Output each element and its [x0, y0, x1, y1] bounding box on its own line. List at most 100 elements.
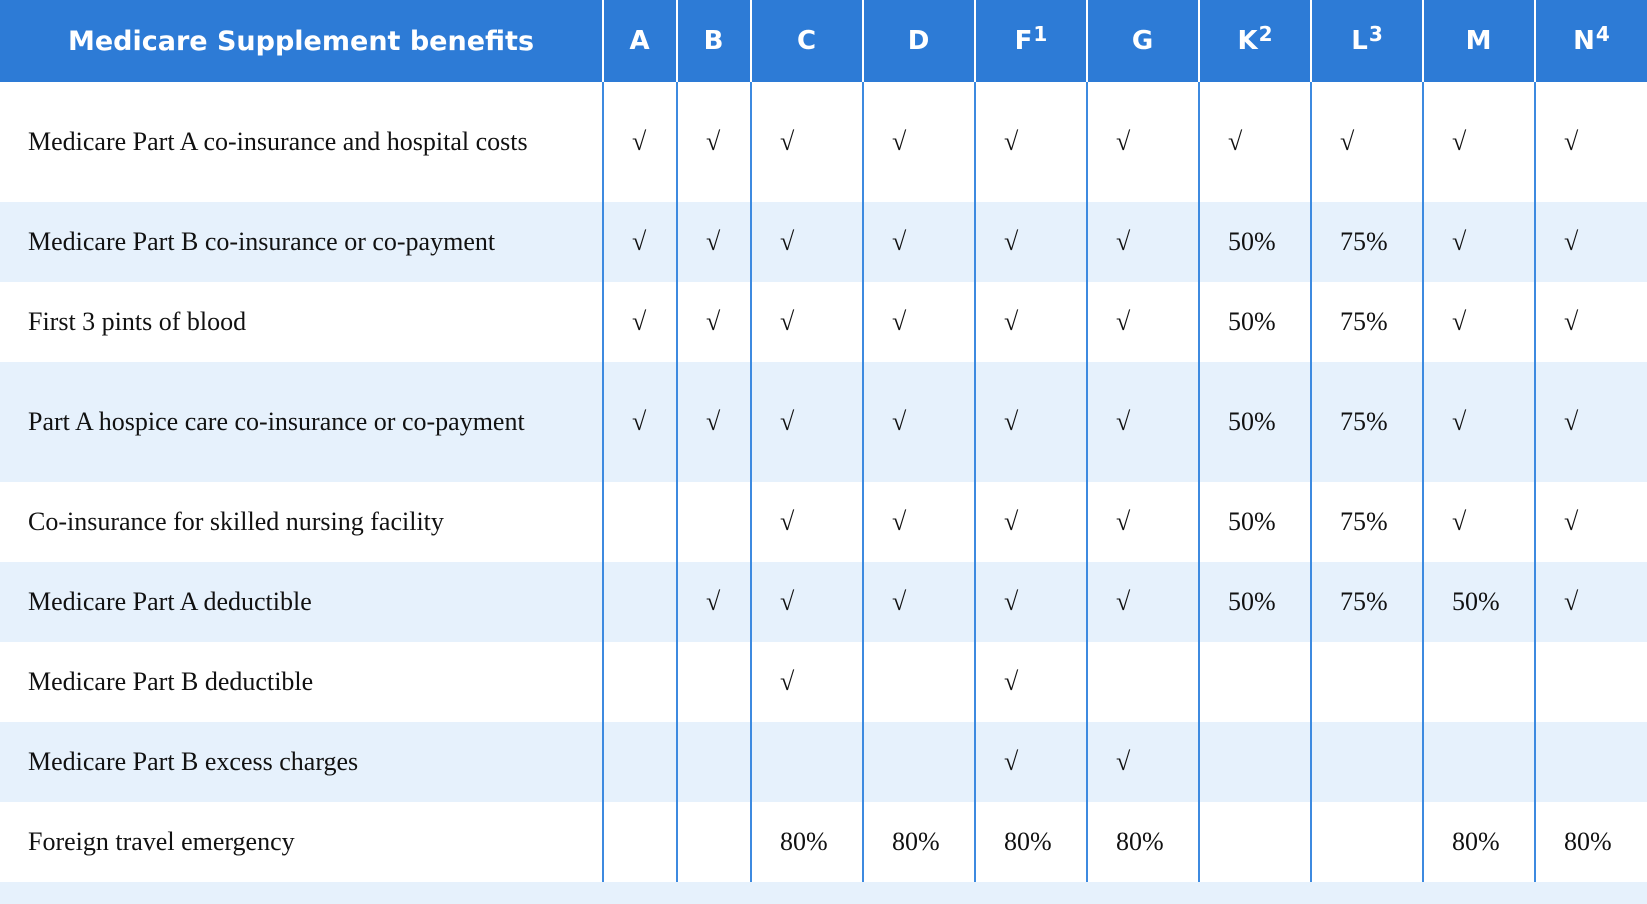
plan-cell-c: 80%	[750, 802, 863, 882]
coverage-value: 50%	[1228, 587, 1276, 616]
plan-cell-k: 50%	[1198, 362, 1311, 482]
coverage-value: 75%	[1340, 507, 1388, 536]
checkmark-icon: √	[780, 127, 795, 156]
checkmark-icon: √	[1116, 127, 1131, 156]
coverage-value: 80%	[1564, 827, 1612, 856]
header-plan-l: L3	[1310, 0, 1423, 82]
plan-cell-f: √	[974, 562, 1087, 642]
plan-cell-f: √	[974, 642, 1087, 722]
plan-cell-g: √	[1086, 82, 1199, 202]
coverage-value: 75%	[1340, 227, 1388, 256]
benefit-label: Medicare Part B deductible	[0, 642, 603, 722]
plan-cell-d: √	[862, 482, 975, 562]
checkmark-icon: √	[892, 227, 907, 256]
plan-cell-a: √	[602, 282, 677, 362]
benefit-label: Medicare Part A co-insurance and hospita…	[0, 82, 603, 202]
table-row: First 3 pints of blood √ √ √ √ √ √ 50% 75% √ √	[0, 282, 1647, 362]
plan-cell-l: 75%	[1310, 362, 1423, 482]
checkmark-icon: √	[892, 407, 907, 436]
header-plan-k: K2	[1198, 0, 1311, 82]
plan-cell-a	[602, 482, 677, 562]
coverage-value: 80%	[1452, 827, 1500, 856]
checkmark-icon: √	[1452, 307, 1467, 336]
table-row: Medicare Part A deductible √ √ √ √ √ 50% 75% 50%…	[0, 562, 1647, 642]
plan-cell-b	[676, 482, 751, 562]
plan-cell-m	[1422, 642, 1535, 722]
checkmark-icon: √	[1004, 507, 1019, 536]
plan-cell-d: √	[862, 282, 975, 362]
checkmark-icon: √	[780, 667, 795, 696]
plan-cell-d	[862, 642, 975, 722]
checkmark-icon: √	[1564, 227, 1579, 256]
plan-cell-m	[1422, 722, 1535, 802]
plan-cell-f: √	[974, 82, 1087, 202]
plan-cell-l: 75%	[1310, 202, 1423, 282]
coverage-value: 80%	[892, 827, 940, 856]
header-plan-f: F1	[974, 0, 1087, 82]
plan-cell-b	[676, 642, 751, 722]
benefit-label: First 3 pints of blood	[0, 282, 603, 362]
plan-cell-g: √	[1086, 562, 1199, 642]
plan-cell-a	[602, 722, 677, 802]
plan-cell-k	[1198, 722, 1311, 802]
checkmark-icon: √	[780, 507, 795, 536]
plan-cell-m: 50%	[1422, 562, 1535, 642]
plan-cell-n: √	[1534, 482, 1647, 562]
checkmark-icon: √	[1116, 407, 1131, 436]
checkmark-icon: √	[632, 127, 647, 156]
plan-cell-n: √	[1534, 82, 1647, 202]
plan-cell-n: √	[1534, 282, 1647, 362]
coverage-value: 80%	[1116, 827, 1164, 856]
plan-cell-f: √	[974, 482, 1087, 562]
checkmark-icon: √	[1116, 507, 1131, 536]
plan-cell-l	[1310, 642, 1423, 722]
plan-cell-b: √	[676, 562, 751, 642]
checkmark-icon: √	[1116, 227, 1131, 256]
coverage-value: 50%	[1452, 587, 1500, 616]
checkmark-icon: √	[892, 587, 907, 616]
table-row: Part A hospice care co-insurance or co-p…	[0, 362, 1647, 482]
coverage-value: 80%	[780, 827, 828, 856]
plan-cell-f: √	[974, 722, 1087, 802]
coverage-value: 75%	[1340, 587, 1388, 616]
plan-cell-b: √	[676, 362, 751, 482]
checkmark-icon: √	[892, 127, 907, 156]
checkmark-icon: √	[1228, 127, 1243, 156]
checkmark-icon: √	[1004, 587, 1019, 616]
plan-cell-b	[676, 802, 751, 882]
checkmark-icon: √	[892, 307, 907, 336]
checkmark-icon: √	[632, 307, 647, 336]
checkmark-icon: √	[1004, 307, 1019, 336]
plan-cell-k: 50%	[1198, 282, 1311, 362]
checkmark-icon: √	[1004, 227, 1019, 256]
plan-cell-k	[1198, 802, 1311, 882]
coverage-value: 50%	[1228, 227, 1276, 256]
plan-cell-n: √	[1534, 202, 1647, 282]
plan-cell-b	[676, 722, 751, 802]
header-plan-d: D	[862, 0, 975, 82]
plan-cell-k: 50%	[1198, 562, 1311, 642]
plan-cell-l	[1310, 722, 1423, 802]
checkmark-icon: √	[632, 227, 647, 256]
table-row: Medicare Part A co-insurance and hospita…	[0, 82, 1647, 202]
plan-cell-g: √	[1086, 722, 1199, 802]
checkmark-icon: √	[780, 407, 795, 436]
checkmark-icon: √	[706, 227, 721, 256]
checkmark-icon: √	[1564, 507, 1579, 536]
plan-cell-c: √	[750, 362, 863, 482]
plan-cell-d	[862, 722, 975, 802]
plan-cell-a	[602, 802, 677, 882]
plan-cell-f: √	[974, 362, 1087, 482]
plan-cell-k	[1198, 642, 1311, 722]
plan-cell-k: 50%	[1198, 202, 1311, 282]
checkmark-icon: √	[706, 307, 721, 336]
plan-cell-m: √	[1422, 202, 1535, 282]
table-header-row: Medicare Supplement benefits A B C D F1 …	[0, 0, 1647, 82]
coverage-value: 80%	[1004, 827, 1052, 856]
coverage-value: 50%	[1228, 407, 1276, 436]
header-plan-m: M	[1422, 0, 1535, 82]
plan-cell-a: √	[602, 362, 677, 482]
header-plan-c: C	[750, 0, 863, 82]
checkmark-icon: √	[1564, 407, 1579, 436]
